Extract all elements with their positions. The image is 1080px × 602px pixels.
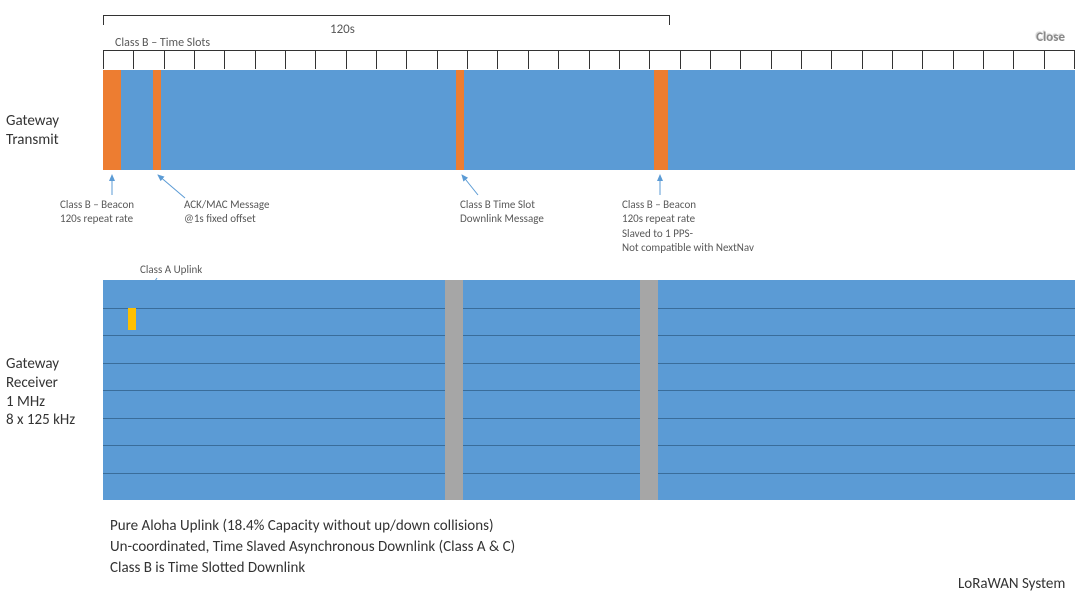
annotation-ackmac: ACK/MAC Message@1s fixed offset <box>184 198 269 227</box>
rx-gray-divider <box>445 280 463 500</box>
system-label: LoRaWAN System <box>958 575 1065 593</box>
class-a-uplink-marker <box>128 308 136 330</box>
annotation-class-a-uplink: Class A Uplink <box>140 263 202 277</box>
gateway-receiver-grid <box>103 280 1075 500</box>
annotation-beacon2: Class B – Beacon120s repeat rateSlaved t… <box>622 198 754 255</box>
annotation-timeslot-downlink: Class B Time SlotDownlink Message <box>460 198 544 227</box>
caption-text: Pure Aloha Uplink (18.4% Capacity withou… <box>110 516 515 579</box>
gateway-receiver-label: GatewayReceiver1 MHz8 x 125 kHz <box>6 355 75 430</box>
annotation-beacon1: Class B – Beacon120s repeat rate <box>60 198 134 227</box>
rx-gray-divider <box>640 280 658 500</box>
